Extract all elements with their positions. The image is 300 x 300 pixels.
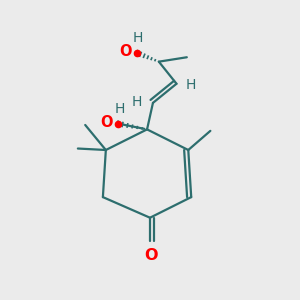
Text: O: O xyxy=(100,115,112,130)
Text: O: O xyxy=(144,248,158,263)
Text: O: O xyxy=(119,44,131,59)
Text: H: H xyxy=(114,102,124,116)
Text: H: H xyxy=(186,78,196,92)
Text: H: H xyxy=(131,95,142,109)
Text: H: H xyxy=(133,32,143,46)
